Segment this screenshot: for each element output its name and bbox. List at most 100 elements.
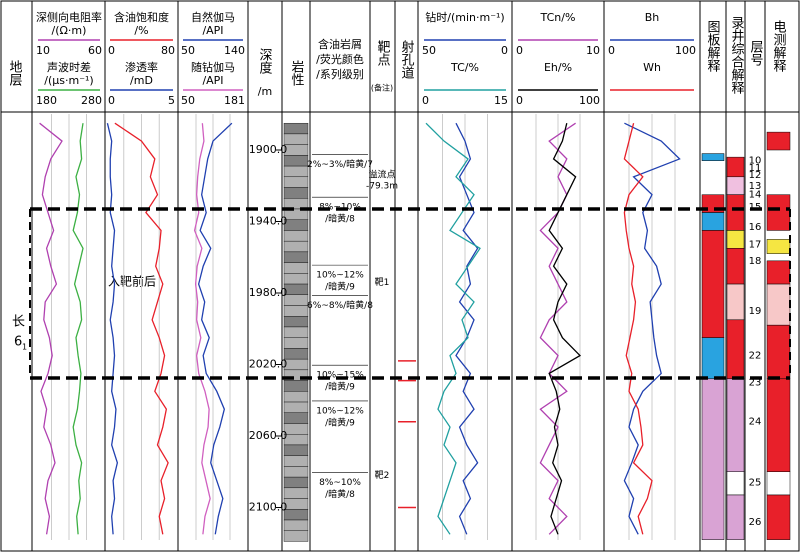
scale-right: 0 — [501, 44, 508, 57]
interp-block — [701, 378, 725, 540]
oil-header: /荧光颜色 — [316, 52, 364, 66]
interp-block — [766, 131, 791, 151]
lithology-header: 岩性 — [289, 60, 305, 86]
oil-show: 6%~8%/暗黄/8 — [307, 299, 373, 311]
interp-block — [766, 239, 791, 254]
layer-number: 16 — [749, 222, 762, 233]
interp-block — [726, 156, 745, 178]
curve-unit: /(μs·m⁻¹) — [44, 74, 93, 87]
interp-block — [726, 176, 745, 195]
lithology — [283, 219, 309, 231]
scale-right: 140 — [224, 44, 245, 57]
log-curve — [539, 122, 576, 535]
log-curve — [39, 122, 63, 535]
layer-number: 24 — [749, 417, 762, 428]
scale-left: 0 — [422, 94, 429, 107]
lithology — [283, 230, 309, 242]
oil-header: /系列级别 — [316, 67, 364, 81]
layer-number: 13 — [749, 181, 762, 192]
depth-label: 2060.0 — [249, 429, 288, 442]
layer-number: 18 — [749, 256, 762, 267]
scale-left: 180 — [36, 94, 57, 107]
lithology — [283, 262, 309, 274]
lithology — [283, 487, 309, 499]
interp-block — [766, 260, 791, 285]
interp-block — [766, 471, 791, 496]
layer-number: 17 — [749, 240, 762, 251]
scale-left: 0 — [516, 44, 523, 57]
lithology — [283, 144, 309, 156]
log-curve — [623, 122, 681, 535]
lithology — [283, 316, 309, 328]
target-header: 靶点 — [375, 40, 391, 66]
curve-name: Bh — [645, 11, 660, 24]
log-curve — [425, 122, 481, 535]
interp-block — [701, 212, 725, 231]
scale-left: 50 — [422, 44, 436, 57]
oil-show: 10%~12% — [316, 271, 364, 281]
scale-left: 50 — [181, 94, 195, 107]
scale-left: 0 — [108, 44, 115, 57]
scale-left: 0 — [516, 94, 523, 107]
curve-name: TC/% — [450, 61, 479, 74]
lithology — [283, 155, 309, 167]
curve-unit: /% — [134, 24, 148, 37]
scale-left: 0 — [108, 94, 115, 107]
curve-name: 声波时差 — [47, 60, 91, 74]
scale-left: 50 — [181, 44, 195, 57]
oil-show: 8%~10% — [319, 478, 361, 488]
oil-show: /暗黄/9 — [325, 416, 355, 428]
target: -79.3m — [366, 182, 398, 192]
lithology — [283, 434, 309, 446]
curve-name: TCn/% — [540, 11, 576, 24]
log-curve — [197, 122, 233, 535]
lithology — [283, 509, 309, 521]
layer-header: 层号 — [748, 40, 764, 66]
header-left: 地层 — [7, 60, 23, 87]
curve-name: 钻时/(min·m⁻¹) — [425, 10, 504, 24]
log-curve — [106, 123, 119, 535]
lithology — [283, 519, 309, 531]
lithology — [283, 326, 309, 338]
curve-unit: /API — [202, 74, 223, 87]
interp-block — [701, 153, 725, 161]
annotation: 入靶前后 — [108, 274, 156, 289]
interp-block — [766, 324, 791, 380]
scale-right: 181 — [224, 94, 245, 107]
oil-header: 含油岩屑 — [318, 37, 362, 51]
layer-number: 10 — [749, 156, 762, 167]
layer-number: 23 — [749, 377, 762, 388]
depth-label: 2020.0 — [249, 358, 288, 371]
scale-right: 280 — [81, 94, 102, 107]
depth-unit: /m — [258, 85, 272, 98]
depth-label: 1940.0 — [249, 215, 288, 228]
lithology — [283, 423, 309, 435]
scale-right: 100 — [579, 94, 600, 107]
log-curve — [72, 123, 84, 535]
lithology — [283, 358, 309, 371]
scale-right: 60 — [88, 44, 102, 57]
plate-header: 图板解释 — [705, 20, 721, 72]
curve-name: Wh — [643, 61, 661, 74]
oil-show: /暗黄/9 — [325, 281, 355, 293]
lithology — [283, 176, 309, 188]
oil-show: 10%~15% — [316, 371, 364, 381]
lithology — [283, 283, 309, 295]
scale-right: 5 — [168, 94, 175, 107]
depth-label: 1900.0 — [249, 143, 288, 156]
lithology — [283, 165, 309, 178]
interp-block — [766, 194, 791, 231]
log-curve — [623, 123, 653, 535]
interp-block — [726, 248, 745, 285]
curve-name: 随钻伽马 — [191, 60, 235, 74]
mud-header: 录井综合解释 — [729, 16, 745, 94]
curve-name: Eh/% — [544, 61, 572, 74]
log-curve — [548, 123, 582, 535]
curve-name: 渗透率 — [125, 60, 158, 74]
log-curve — [114, 122, 169, 535]
scale-right: 15 — [494, 94, 508, 107]
curve-name: 自然伽马 — [191, 10, 235, 24]
lithology — [283, 530, 309, 542]
layer-number: 26 — [749, 517, 762, 528]
